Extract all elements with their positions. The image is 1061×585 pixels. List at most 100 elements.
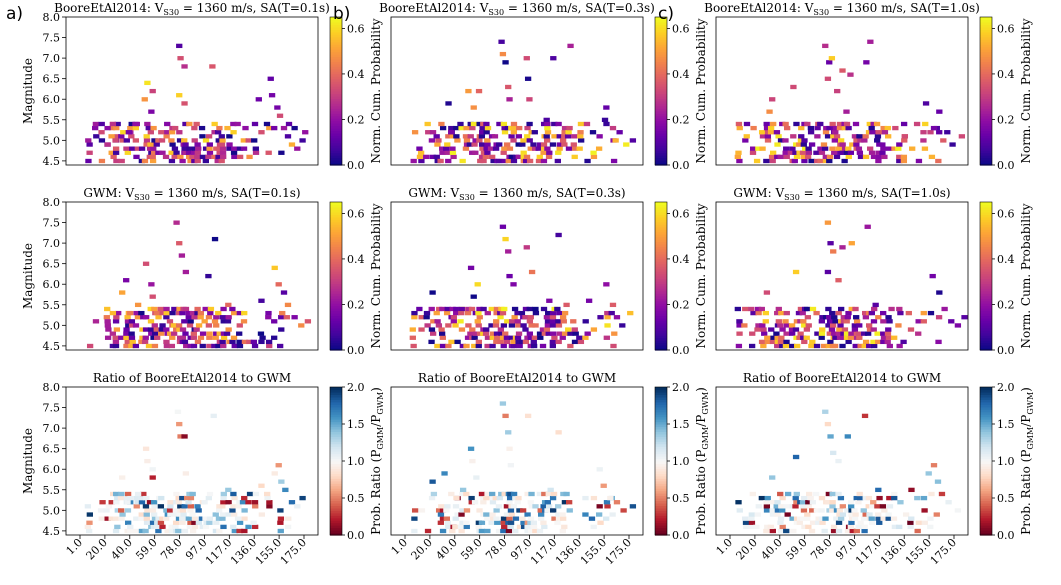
heatmap-cell (124, 491, 132, 497)
heatmap-cell (153, 310, 160, 316)
heatmap-cell (845, 146, 852, 151)
heatmap-cell (187, 504, 194, 509)
heatmap-cell (493, 516, 500, 521)
heatmap-cell (508, 323, 516, 328)
heatmap-cell (510, 125, 517, 131)
heatmap-cell (483, 512, 490, 517)
heatmap-cell (868, 125, 875, 131)
colorbar-segment (330, 115, 342, 119)
heatmap-cell (120, 130, 127, 135)
colorbar-label: Norm. Cum. Probability (369, 18, 383, 163)
panel-title: GWM: VS30 = 1360 m/s, SA(T=0.1s) (83, 186, 300, 202)
heatmap-cell (826, 315, 833, 320)
heatmap-cell (453, 306, 460, 312)
heatmap-cell (504, 319, 511, 324)
heatmap-cell (805, 504, 812, 509)
heatmap-cell (792, 327, 800, 332)
heatmap-cell (236, 520, 244, 525)
heatmap-cell (284, 302, 292, 308)
heatmap-cell (759, 146, 766, 151)
heatmap-cell (609, 125, 617, 131)
heatmap-cell (123, 335, 130, 340)
heatmap-cell (210, 413, 217, 419)
colorbar-segment (980, 256, 992, 260)
colorbar-segment (980, 73, 992, 77)
heatmap-cell (411, 516, 418, 521)
heatmap-cell (629, 138, 637, 143)
heatmap-cell (796, 516, 804, 521)
heatmap-cell (753, 524, 760, 530)
heatmap-cell (424, 121, 431, 127)
heatmap-cell (291, 125, 298, 131)
heatmap-cell (294, 504, 301, 509)
heatmap-cell (177, 56, 184, 61)
heatmap-cell (843, 335, 851, 340)
heatmap-cell (788, 327, 796, 332)
heatmap-cell (150, 500, 158, 505)
heatmap-cell (449, 146, 456, 151)
heatmap-cell (835, 528, 843, 534)
heatmap-cell (847, 500, 855, 505)
colorbar-segment (330, 406, 342, 410)
heatmap-cell (285, 121, 293, 127)
heatmap-cell (507, 463, 515, 468)
heatmap-cell (225, 512, 232, 517)
x-tick-label: 78.0 (483, 536, 510, 563)
colorbar-segment (980, 500, 992, 504)
heatmap-cell (132, 121, 139, 127)
heatmap-cell (749, 491, 757, 497)
heatmap-cell (852, 306, 859, 312)
heatmap-cell (892, 125, 899, 131)
heatmap-cells (734, 220, 968, 349)
heatmap-cell (429, 154, 436, 160)
heatmap-cell (844, 315, 851, 320)
colorbar-segment (330, 428, 342, 432)
heatmap-cell (220, 500, 227, 505)
heatmap-cell (758, 130, 766, 135)
heatmap-cell (767, 524, 775, 530)
heatmap-cell (133, 495, 141, 501)
colorbar-segment (330, 431, 342, 435)
colorbar-segment (655, 263, 667, 267)
heatmap-cell (748, 516, 755, 521)
heatmap-cell (789, 516, 796, 521)
heatmap-cell (445, 101, 452, 106)
heatmap-cell (155, 315, 162, 320)
heatmap-cell (796, 142, 803, 147)
heatmap-cell (822, 154, 829, 160)
colorbar-segment (330, 458, 342, 462)
heatmap-cell (499, 310, 507, 316)
heatmap-cell (437, 158, 444, 164)
heatmap-cell (171, 146, 179, 151)
heatmap-cell (619, 323, 626, 328)
panel-title: Ratio of BooreEtAl2014 to GWM (93, 371, 291, 385)
heatmap-cell (163, 310, 170, 316)
heatmap-cell (189, 528, 197, 534)
heatmap-cell (172, 125, 179, 131)
colorbar-tick-label: 0.6 (997, 207, 1015, 220)
colorbar-segment (980, 83, 992, 87)
colorbar-segment (330, 204, 342, 208)
axes-frame (715, 201, 969, 351)
heatmap-cell (496, 158, 503, 164)
colorbar-segment (330, 308, 342, 312)
heatmap-cell (216, 150, 223, 155)
heatmap-cell (142, 446, 150, 451)
heatmap-cell (769, 528, 776, 534)
heatmap-cell (735, 150, 742, 155)
colorbar-frame (654, 201, 668, 351)
colorbar-segment (330, 147, 342, 151)
heatmap-cell (559, 528, 566, 534)
colorbar-segment (980, 17, 992, 21)
heatmap-cell (861, 516, 868, 521)
heatmap-cell (885, 134, 892, 139)
heatmap-cell (880, 335, 888, 340)
colorbar-segment (330, 206, 342, 210)
x-tick-label: 155.0 (903, 536, 934, 567)
heatmap-cell (181, 64, 188, 69)
heatmap-cell (541, 491, 548, 497)
colorbar-segment (330, 456, 342, 460)
heatmap-cell (531, 130, 538, 135)
